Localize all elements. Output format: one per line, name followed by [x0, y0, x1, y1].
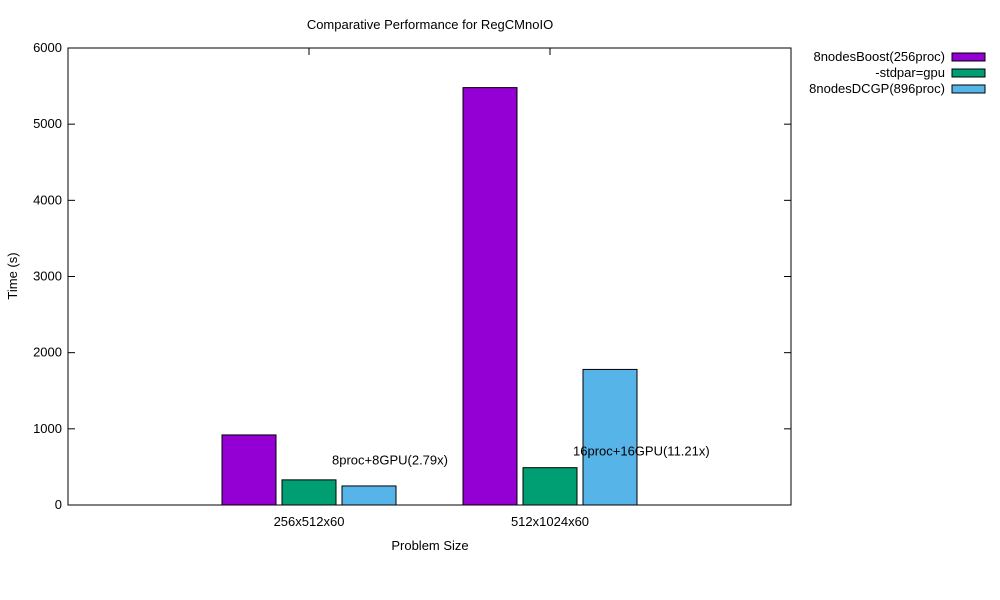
y-tick-label: 6000 [33, 40, 62, 55]
plot-frame [67, 47, 792, 506]
legend-label: 8nodesBoost(256proc) [813, 49, 945, 64]
bar [462, 87, 518, 506]
legend: 8nodesBoost(256proc)-stdpar=gpu8nodesDCG… [809, 49, 986, 96]
annotation-label: 16proc+16GPU(11.21x) [573, 443, 710, 458]
chart-title: Comparative Performance for RegCMnoIO [307, 17, 553, 32]
bar [341, 485, 397, 506]
legend-swatch [951, 52, 986, 62]
y-tick-label: 1000 [33, 421, 62, 436]
y-tick-label: 5000 [33, 116, 62, 131]
y-tick-label: 4000 [33, 192, 62, 207]
legend-swatch [951, 84, 986, 94]
legend-swatch [951, 68, 986, 78]
y-tick-label: 0 [55, 497, 62, 512]
legend-label: 8nodesDCGP(896proc) [809, 81, 945, 96]
annotation-label: 8proc+8GPU(2.79x) [332, 453, 448, 468]
bar [522, 467, 578, 506]
y-tick-label: 3000 [33, 269, 62, 284]
bar [221, 434, 277, 506]
x-axis-label: Problem Size [391, 538, 468, 553]
bar [582, 368, 638, 506]
bar-group [221, 87, 638, 506]
x-tick-label: 256x512x60 [274, 514, 345, 529]
y-axis-label: Time (s) [5, 252, 20, 299]
annotation-group: 8proc+8GPU(2.79x) 16proc+16GPU(11.21x) [332, 443, 710, 467]
tick-group: 0 1000 2000 3000 4000 5000 6000 256x512x60 512x1… [33, 40, 791, 529]
bar [281, 479, 337, 506]
legend-label: -stdpar=gpu [875, 65, 945, 80]
y-tick-label: 2000 [33, 345, 62, 360]
x-tick-label: 512x1024x60 [511, 514, 589, 529]
